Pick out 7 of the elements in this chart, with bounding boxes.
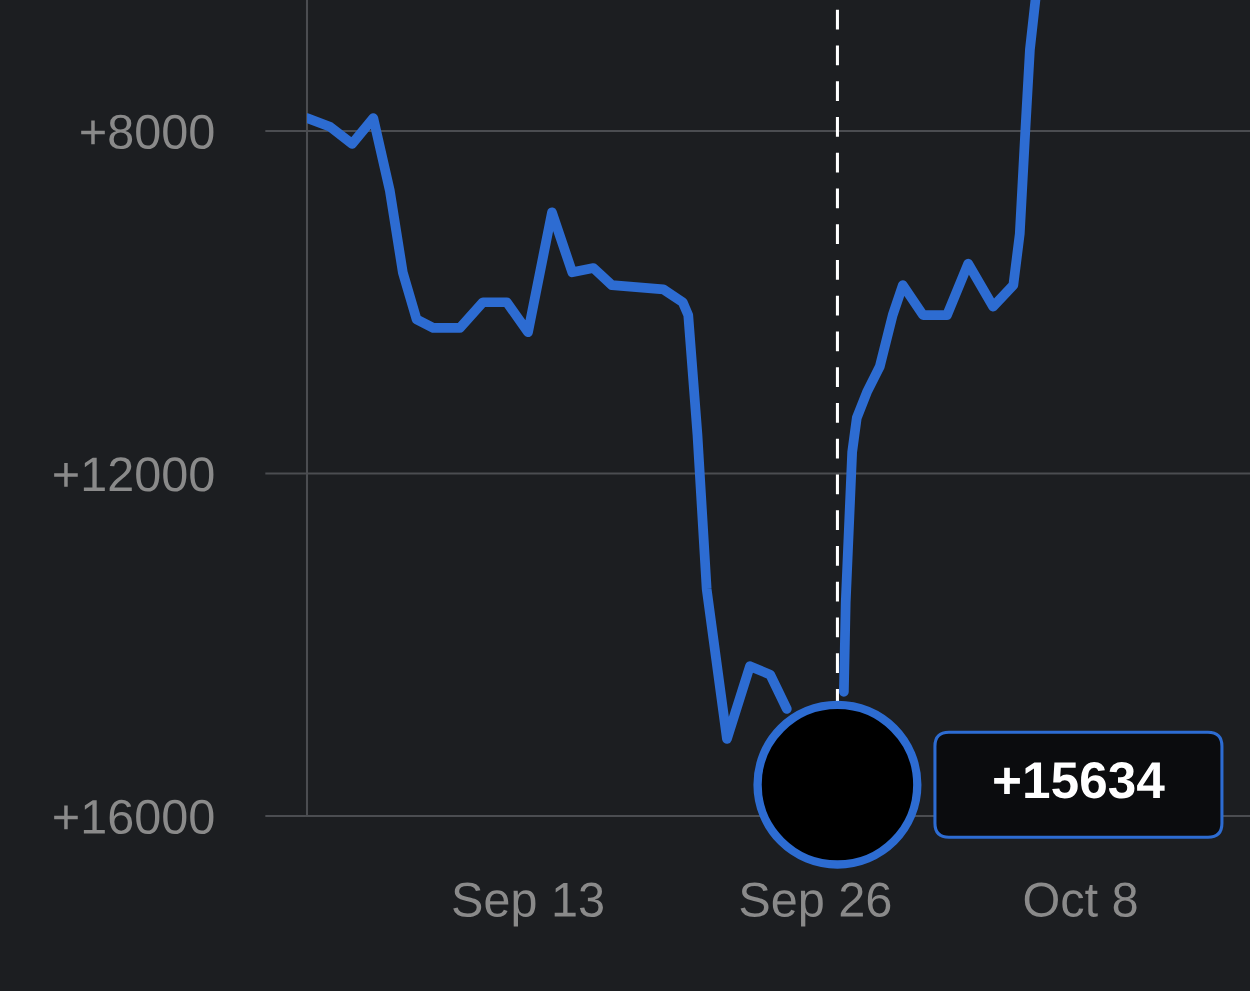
x-tick-label: Sep 26 bbox=[740, 882, 891, 927]
y-tick-label: +12000 bbox=[54, 457, 214, 492]
y-tick-label: +8000 bbox=[81, 114, 214, 150]
x-tick-label: Oct 8 bbox=[1024, 882, 1137, 917]
y-tick-label: +16000 bbox=[54, 799, 214, 835]
x-tick-label: Sep 13 bbox=[453, 882, 603, 927]
data-label: +15634 bbox=[994, 762, 1165, 799]
